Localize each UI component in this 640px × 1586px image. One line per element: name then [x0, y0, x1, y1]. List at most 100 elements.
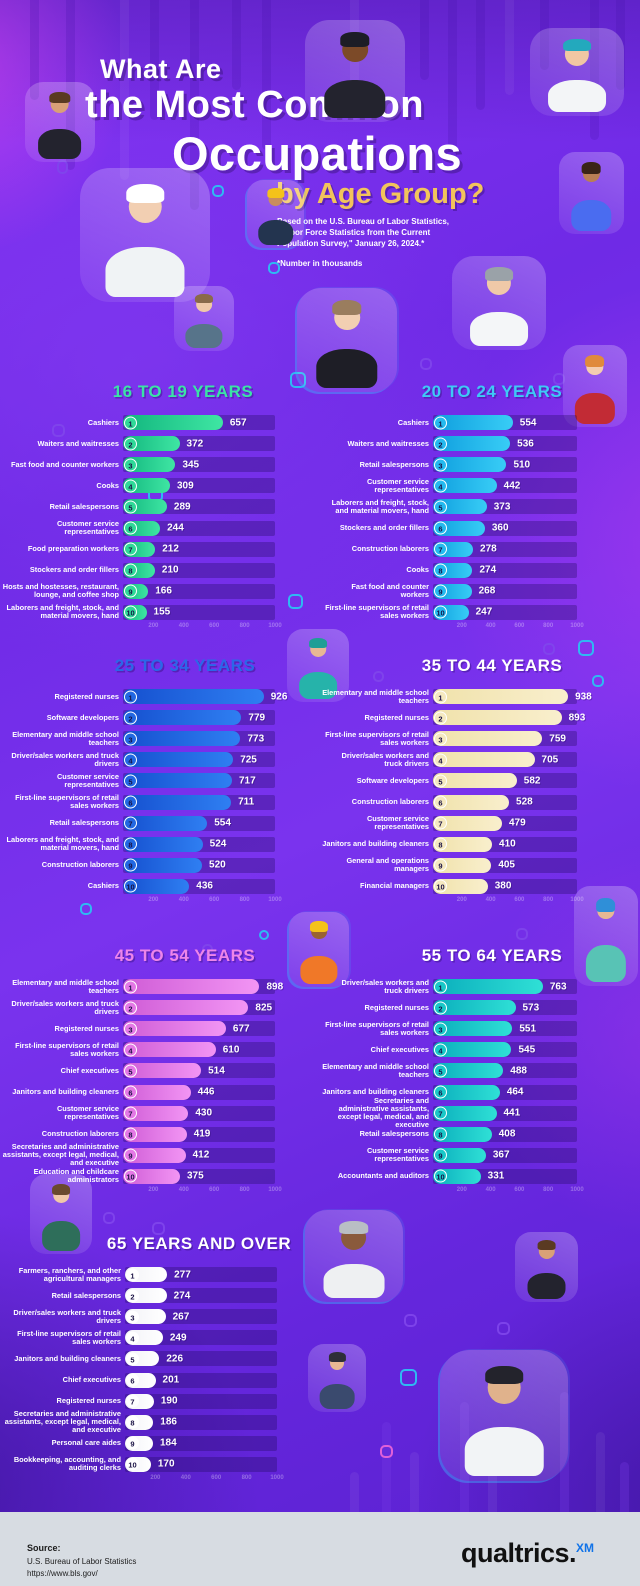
axis-tick-label: 600 [209, 896, 220, 903]
rank-badge: 5 [434, 500, 447, 514]
bar-track: 8 408 [433, 1126, 577, 1142]
rank-badge: 6 [434, 1085, 447, 1099]
bar-track: 4 725 [123, 752, 275, 768]
axis-tick-label: 200 [150, 1474, 161, 1481]
bar-value: 244 [167, 522, 184, 534]
chart-row: Chief executives 5 514 [2, 1060, 335, 1081]
chart-row: Cashiers 1 657 [2, 412, 335, 433]
bar-track: 10 331 [433, 1168, 577, 1184]
apron [470, 311, 528, 347]
chart-row: Laborers and freight, stock, and materia… [2, 834, 335, 855]
decor-bar [232, 0, 241, 90]
rank-badge: 10 [434, 879, 447, 893]
bar-value: 412 [192, 1149, 210, 1161]
rank-badge: 6 [124, 1085, 137, 1099]
bar-value: 551 [519, 1023, 537, 1035]
avatar-businessman [305, 20, 405, 122]
rank-badge: 10 [434, 605, 447, 619]
bar-track: 9 367 [433, 1147, 577, 1163]
decor-bar [596, 1432, 605, 1512]
occupation-label: Customer service representatives [56, 1104, 119, 1122]
occupation-label: First-line supervisors of retail sales w… [325, 1019, 429, 1037]
chart-row: Stockers and order fillers 6 360 [322, 517, 637, 538]
bar-value: 186 [160, 1416, 177, 1428]
avatar-grocer [452, 256, 546, 350]
bar-fill: 3 [433, 731, 543, 747]
chart-row: First-line supervisors of retail sales w… [322, 602, 637, 623]
occupation-label: Retail salespersons [49, 818, 119, 828]
occupation-label: Cashiers [87, 881, 119, 891]
bar-value: 825 [255, 1002, 273, 1014]
overalls [258, 220, 293, 246]
decor-bar [505, 0, 514, 95]
occupation-label: Fast food and counter workers [351, 582, 429, 600]
hijab [308, 637, 328, 649]
bar-fill: 10 [433, 604, 469, 620]
chart-row: Driver/sales workers and truck drivers 4 7… [2, 749, 335, 770]
chart-row: Bookkeeping, accounting, and auditing cl… [4, 1454, 337, 1475]
chart-row: Fast food and counter workers 9 268 [322, 581, 637, 602]
chart-row: Retail salespersons 3 510 [322, 454, 637, 475]
bar-value: 274 [479, 564, 497, 576]
bar-value: 545 [518, 1044, 536, 1056]
bar-value: 274 [173, 1290, 191, 1302]
occupation-label: Chief executives [62, 1375, 121, 1385]
bar-track: 2 536 [433, 436, 577, 452]
chart-row: Farmers, ranchers, and other agricultura… [4, 1264, 337, 1285]
chart-row: Construction laborers 6 528 [322, 791, 637, 812]
bar-value: 554 [519, 417, 537, 429]
chart-row: Construction laborers 8 419 [2, 1124, 335, 1145]
bar-track: 6 360 [433, 520, 577, 536]
bar-value: 759 [549, 733, 566, 745]
occupation-label: Construction laborers [351, 797, 429, 807]
occupation-label: Waiters and waitresses [347, 438, 429, 448]
occupation-label: Laborers and freight, stock, and materia… [6, 835, 119, 853]
decor-square [380, 1445, 393, 1458]
dress [298, 672, 338, 700]
rank-badge: 2 [124, 711, 137, 725]
occupation-label: Software developers [356, 775, 429, 785]
bar-fill: 1 [123, 689, 264, 705]
chart-rows: Registered nurses 1 926 Software developers… [2, 686, 335, 907]
bar-fill: 1 [123, 979, 260, 995]
axis-tick-label: 1000 [570, 896, 584, 903]
bar-fill: 1 [433, 415, 513, 431]
axis-tick-label: 1000 [570, 1186, 584, 1193]
bar-fill: 9 [123, 857, 203, 873]
rank-badge: 9 [434, 584, 447, 598]
bar-value: 554 [214, 817, 231, 829]
bar-fill: 8 [125, 1414, 154, 1430]
chart-row: Accountants and auditors 10 331 [322, 1166, 637, 1187]
x-axis-ticks: 200 400 600 800 1000 [123, 1187, 281, 1197]
rank-badge: 10 [126, 1457, 139, 1471]
bar-value: 446 [197, 1086, 215, 1098]
chart-row: Waiters and waitresses 2 536 [322, 433, 637, 454]
bar-value: 277 [174, 1269, 191, 1281]
chart-row: Chief executives 4 545 [322, 1039, 637, 1060]
decor-square [212, 185, 224, 197]
bar-fill: 9 [123, 1147, 186, 1163]
chart-row: First-line supervisors of retail sales w… [322, 728, 637, 749]
person-illustration [318, 1352, 355, 1410]
person-illustration [257, 188, 293, 246]
rank-badge: 2 [124, 1001, 137, 1015]
bar-track: 8 524 [123, 836, 275, 852]
occupation-label: Elementary and middle school teachers [322, 1061, 429, 1079]
bar-value: 938 [575, 691, 592, 703]
x-axis-ticks: 200 400 600 800 1000 [125, 1474, 283, 1485]
occupation-label: Customer service representatives [366, 814, 429, 832]
chart-row: Driver/sales workers and truck drivers 3 2… [4, 1306, 337, 1327]
bar-track: 7 430 [123, 1105, 275, 1121]
chart-row: Customer service representatives 5 717 [2, 770, 335, 791]
axis-tick-label: 400 [180, 1474, 191, 1481]
rank-badge: 3 [124, 1022, 137, 1036]
bar-track: 3 773 [123, 731, 275, 747]
bar-value: 779 [248, 712, 266, 724]
bar-track: 10 155 [123, 604, 275, 620]
rank-badge: 8 [434, 837, 447, 851]
chart-row: Secretaries and administrative assistant… [4, 1410, 337, 1434]
rank-badge: 4 [124, 753, 137, 767]
chart-row: Cooks 4 309 [2, 475, 335, 496]
occupation-label: Registered nurses [364, 1002, 430, 1012]
